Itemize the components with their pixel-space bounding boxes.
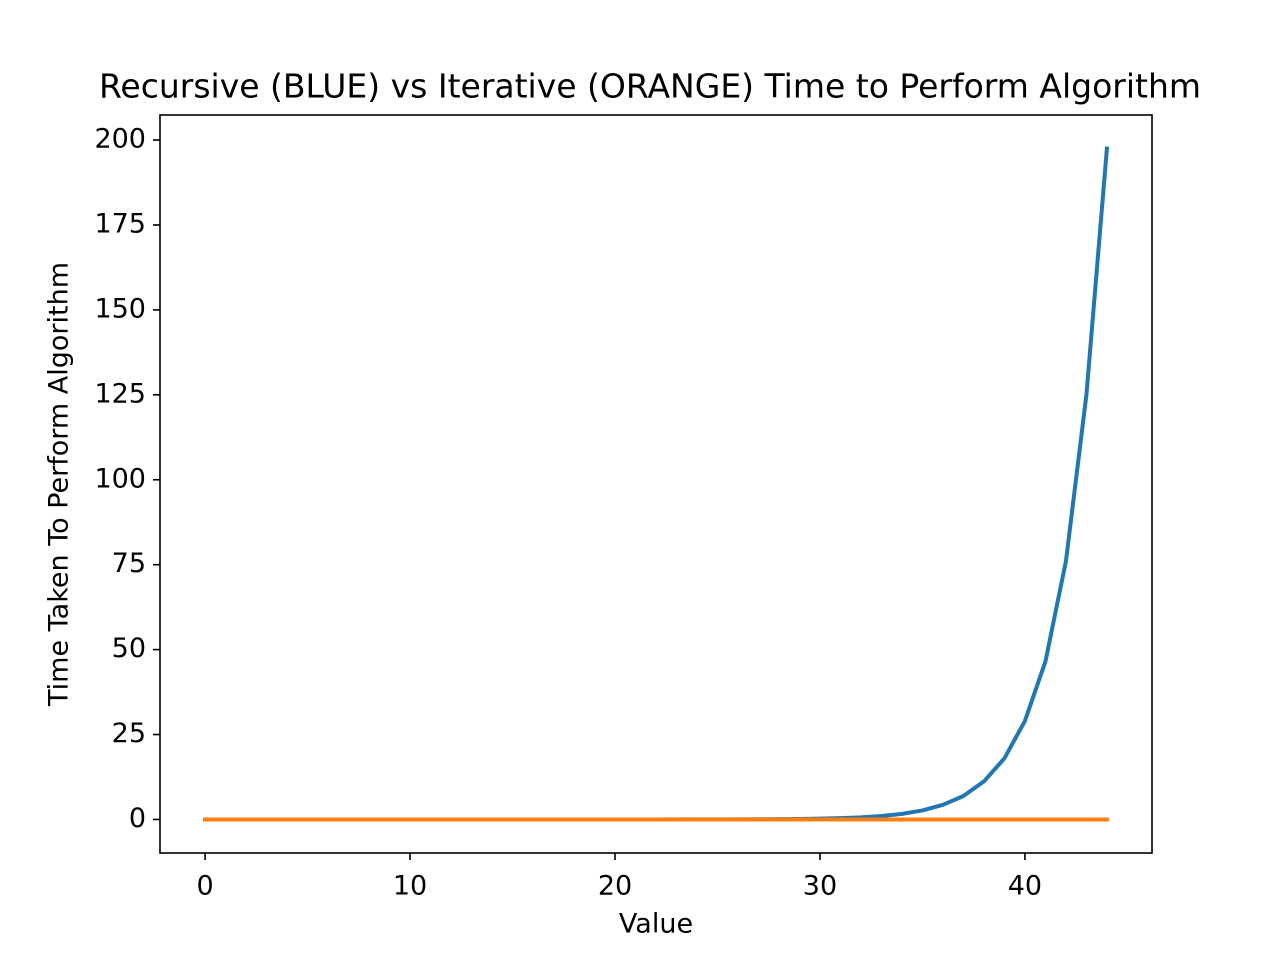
y-tick-label: 100 xyxy=(94,463,146,494)
y-tick-label: 25 xyxy=(112,718,146,749)
x-tick-label: 20 xyxy=(598,871,632,902)
x-tick-label: 40 xyxy=(1008,871,1042,902)
y-axis-label: Time Taken To Perform Algorithm xyxy=(44,262,75,707)
y-tick-label: 125 xyxy=(94,378,146,409)
x-tick-label: 30 xyxy=(803,871,837,902)
y-tick-label: 75 xyxy=(112,548,146,579)
y-tick-label: 175 xyxy=(94,208,146,239)
chart-title: Recursive (BLUE) vs Iterative (ORANGE) T… xyxy=(99,67,1201,106)
plot-frame xyxy=(159,114,1153,854)
line-series xyxy=(203,146,1110,822)
x-axis-label: Value xyxy=(619,909,693,940)
y-tick-label: 50 xyxy=(112,633,146,664)
x-tick-label: 0 xyxy=(196,871,213,902)
y-tick-label: 200 xyxy=(94,124,146,155)
y-tick-label: 150 xyxy=(94,293,146,324)
x-tick-label: 10 xyxy=(393,871,427,902)
y-tick-label: 0 xyxy=(129,803,146,834)
